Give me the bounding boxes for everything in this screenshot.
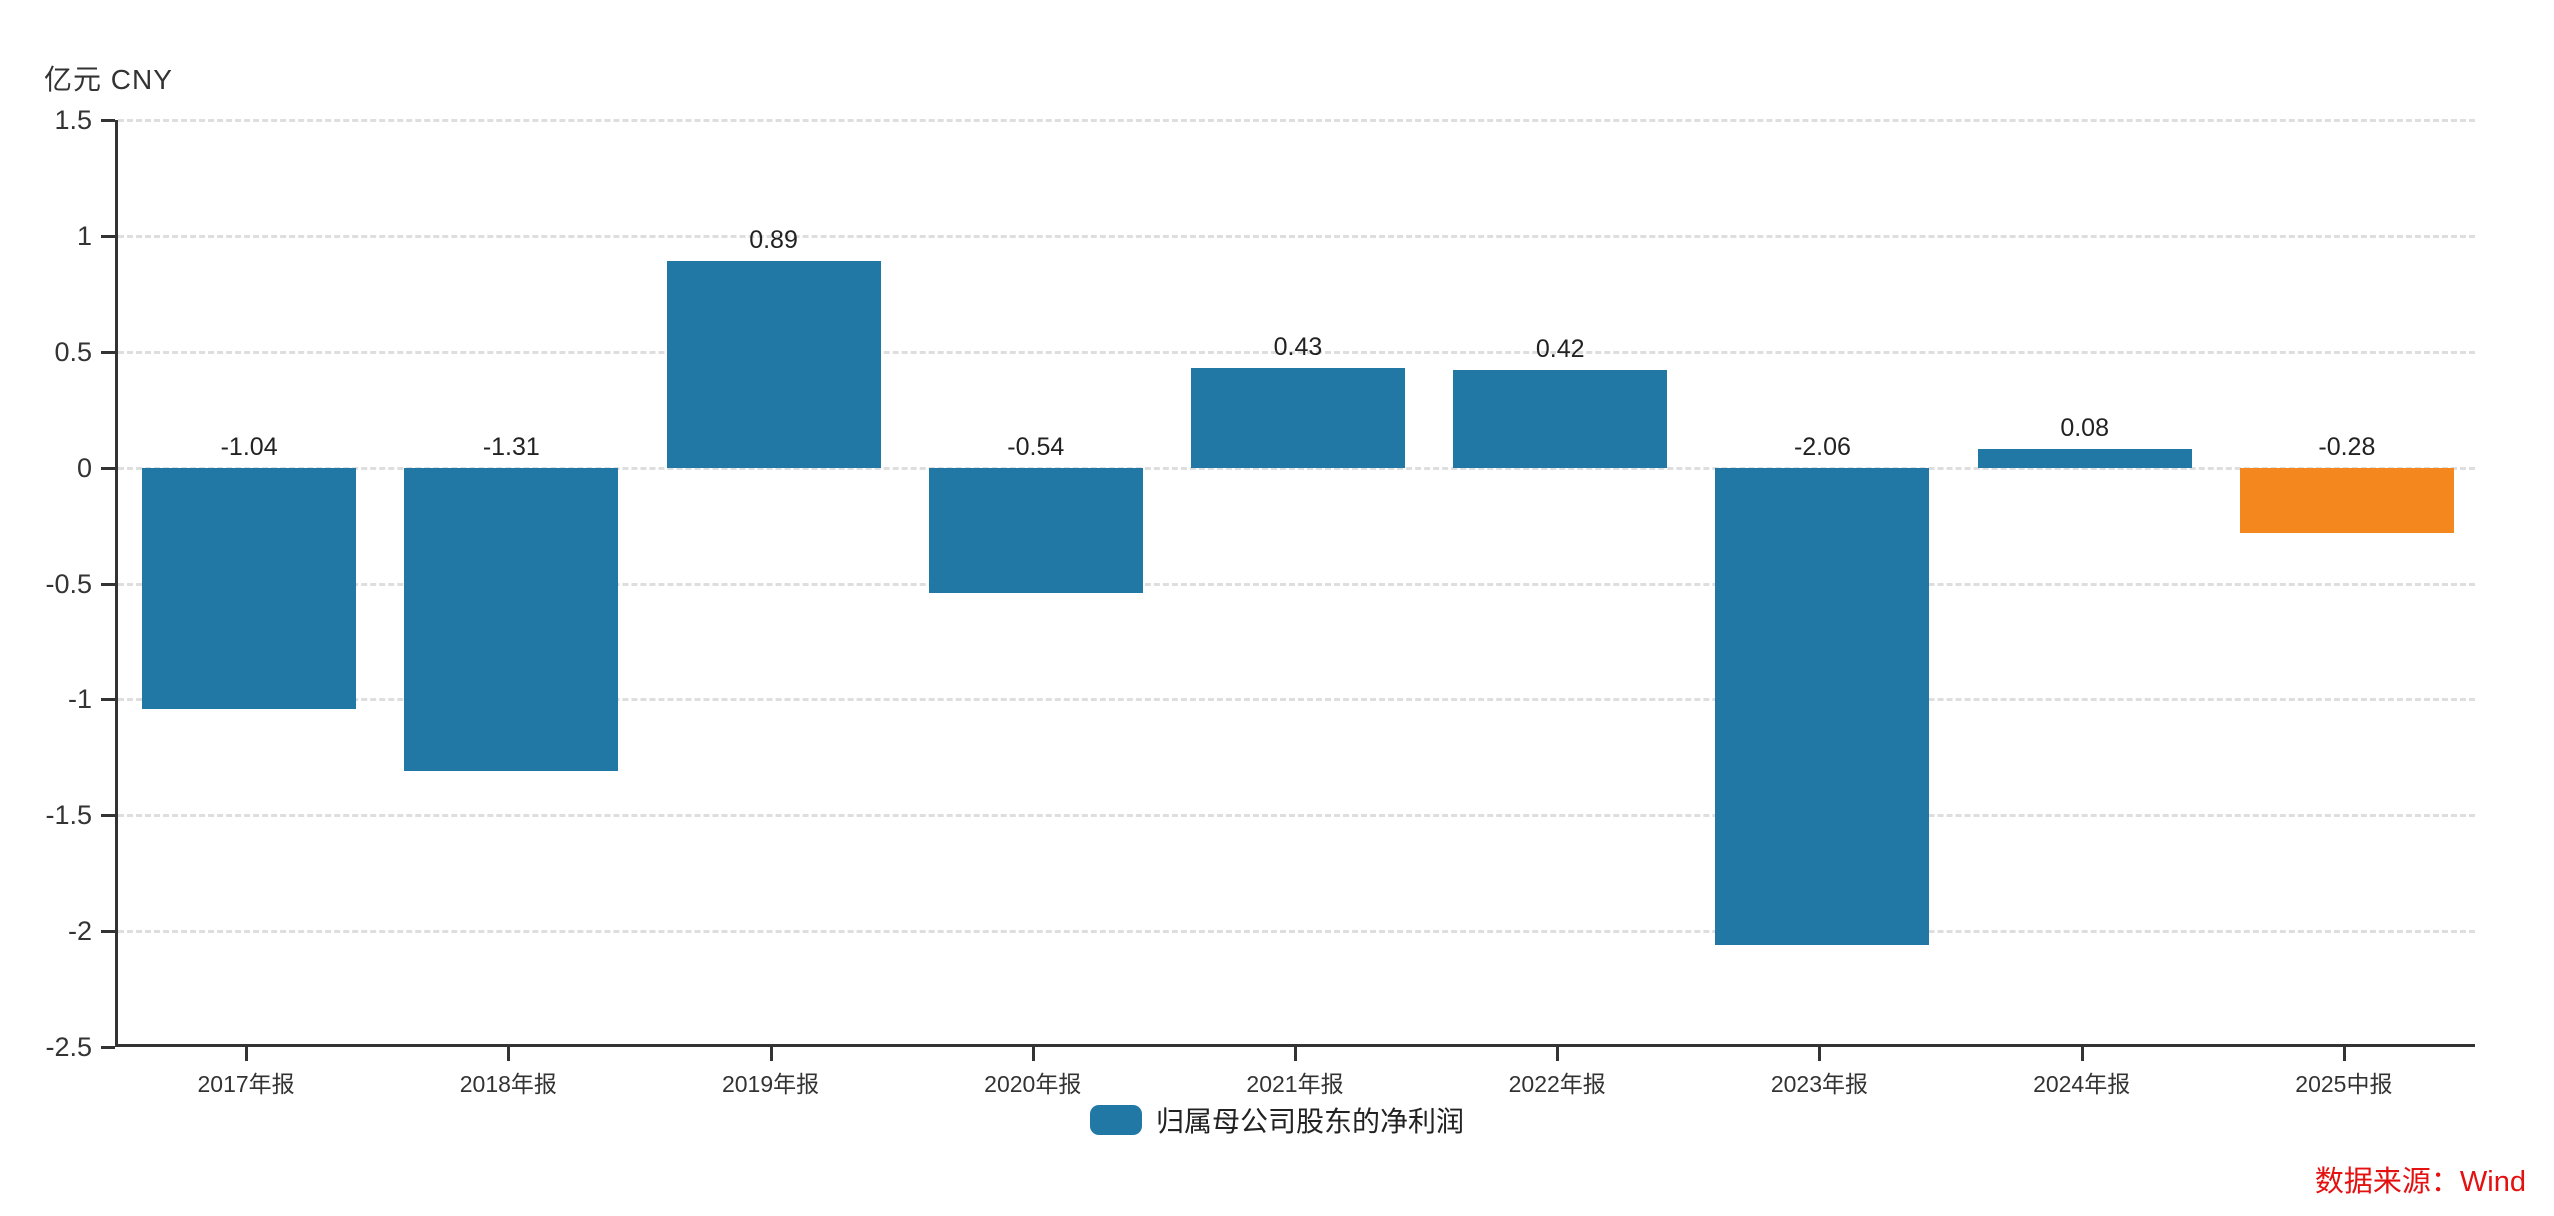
bar-2018年报[interactable] [404,467,619,772]
x-axis-tick [1031,1047,1035,1061]
x-axis-tick [2342,1047,2346,1061]
gridline [118,698,2475,702]
bar-value-label: 0.43 [1273,332,1323,361]
x-axis-label: 2018年报 [459,1071,557,1097]
y-axis-tick-label: 1.5 [54,105,92,135]
y-axis-tick-label: -1.5 [45,800,92,831]
x-axis-tick [1818,1047,1822,1061]
y-axis-tick [101,119,115,122]
bar-value-label: -1.31 [482,432,540,461]
bar-2019年报[interactable] [666,261,881,468]
bar-value-label: -0.54 [1007,432,1065,461]
x-axis-tick [1294,1047,1297,1061]
bar-value-label: 0.42 [1535,335,1585,364]
gridline [118,466,2475,470]
bar-2024年报[interactable] [1977,449,2192,468]
y-axis-unit-label: 亿元 CNY [44,64,173,95]
y-axis-tick [101,814,115,818]
bar-value-label: -0.28 [2318,432,2376,461]
gridline [118,234,2475,238]
legend-item-net-profit[interactable]: 归属母公司股东的净利润 [1089,1100,1464,1140]
bar-2017年报[interactable] [142,467,357,709]
x-axis-label: 2019年报 [721,1071,820,1097]
x-axis-tick [769,1047,773,1061]
gridline [118,814,2475,818]
x-axis-tick [507,1047,511,1061]
y-axis-tick [101,234,115,238]
y-axis-tick-label: -1 [67,684,92,715]
gridline [118,930,2475,934]
x-axis-label: 2021年报 [1246,1071,1344,1097]
x-axis-label: 2024年报 [2033,1071,2131,1097]
bar-2023年报[interactable] [1715,467,1930,946]
plot-area: -1.04 -1.31 0.89 -0.54 0.43 0.42 -2.06 0.08 -0.2… [115,119,2475,1047]
x-axis-tick [2080,1047,2084,1061]
y-axis-tick-label: 1 [76,220,92,251]
x-axis-tick [245,1047,249,1061]
bar-value-label: 0.08 [2060,414,2109,443]
y-axis-tick [101,698,115,702]
legend: 归属母公司股东的净利润 [0,1100,2554,1140]
x-axis-label: 2020年报 [984,1071,1082,1097]
gridline [118,119,2475,122]
y-axis-tick-label: -2 [67,916,92,947]
legend-label: 归属母公司股东的净利润 [1155,1106,1464,1137]
x-axis-label: 2022年报 [1508,1071,1606,1097]
bar-2022年报[interactable] [1453,370,1668,468]
y-axis-tick [101,582,115,586]
bar-value-label: -2.06 [1793,432,1851,461]
y-axis-tick-label: 0.5 [54,336,92,367]
x-axis-label: 2023年报 [1770,1071,1869,1097]
y-axis-tick-label: -0.5 [45,568,92,599]
x-axis-label: 2025中报 [2295,1071,2393,1097]
y-axis-tick-label: 0 [76,452,92,483]
bar-2021年报[interactable] [1191,367,1405,468]
y-axis-tick [101,350,115,354]
data-source-label: 数据来源：Wind [2314,1166,2526,1198]
x-axis-tick [1556,1047,1560,1061]
bar-2025中报[interactable] [2239,467,2454,533]
bar-value-label: -1.04 [220,432,278,461]
x-axis-label: 2017年报 [197,1071,295,1097]
gridline [118,582,2475,586]
y-axis-tick [101,930,115,934]
y-axis-tick [101,466,115,470]
y-axis-tick-label: -2.5 [45,1032,92,1062]
bar-2020年报[interactable] [928,467,1143,593]
gridline [118,350,2475,354]
bar-value-label: 0.89 [749,226,798,255]
y-axis-tick [101,1046,115,1049]
legend-swatch [1089,1105,1142,1135]
